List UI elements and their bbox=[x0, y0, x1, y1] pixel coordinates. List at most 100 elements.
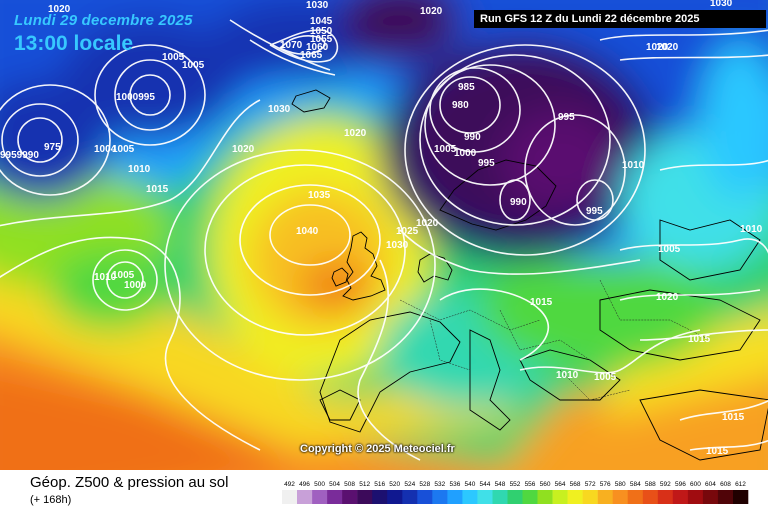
isobar-label: 995 bbox=[586, 206, 603, 217]
footer-bar: Géop. Z500 & pression au sol (+ 168h) 49… bbox=[0, 470, 768, 512]
legend-tick-label: 548 bbox=[495, 481, 506, 488]
isobar-label: 985 bbox=[458, 82, 475, 93]
isobar-label: 1005 bbox=[162, 52, 185, 63]
isobar-label: 1010 bbox=[94, 272, 117, 283]
borders bbox=[399, 279, 711, 401]
isobar-label: 1020 bbox=[646, 42, 669, 53]
legend-tick-label: 556 bbox=[525, 481, 536, 488]
legend-swatch bbox=[642, 490, 659, 504]
legend-swatch bbox=[522, 490, 538, 504]
isobar-labels: 1020 1030 1045 1050 1055 1060 1065 1070 … bbox=[0, 0, 763, 457]
isobar-label: 1015 bbox=[706, 446, 729, 457]
legend-tick-label: 580 bbox=[615, 481, 626, 488]
legend-tick-label: 608 bbox=[720, 481, 731, 488]
legend-tick-label: 560 bbox=[540, 481, 551, 488]
isobar-label: 1010 bbox=[556, 370, 579, 381]
legend-tick-label: 564 bbox=[555, 481, 566, 488]
legend-tick-label: 496 bbox=[299, 481, 310, 488]
legend-tick-label: 592 bbox=[660, 481, 671, 488]
isobar-label: 1030 bbox=[710, 0, 733, 9]
isobar-label: 1000995 bbox=[116, 92, 155, 103]
legend-swatch bbox=[537, 490, 553, 504]
isobar-label: 1020 bbox=[656, 292, 679, 303]
legend-swatch bbox=[477, 490, 493, 504]
map-panel: 1020 1030 1045 1050 1055 1060 1065 1070 … bbox=[0, 0, 768, 470]
forecast-range: (+ 168h) bbox=[30, 494, 72, 506]
isobar-label: 1015 bbox=[530, 297, 553, 308]
legend-tick-label: 492 bbox=[284, 481, 295, 488]
isobar-label: 1015 bbox=[146, 184, 169, 195]
legend-swatch bbox=[312, 490, 328, 504]
legend-tick-label: 544 bbox=[479, 481, 490, 488]
legend-tick-label: 568 bbox=[570, 481, 581, 488]
isobar-label: 975 bbox=[44, 142, 61, 153]
legend-tick-label: 524 bbox=[404, 481, 415, 488]
isobar-label: 1065 bbox=[300, 50, 323, 61]
forecast-date: Lundi 29 decembre 2025 bbox=[14, 12, 193, 29]
isobar-label: 980 bbox=[452, 100, 469, 111]
legend-swatch bbox=[567, 490, 583, 504]
legend-swatch bbox=[702, 490, 719, 504]
isobar-label: 995 bbox=[558, 112, 575, 123]
legend-tick-label: 600 bbox=[690, 481, 701, 488]
legend-swatch bbox=[612, 490, 628, 504]
legend-swatch bbox=[327, 490, 343, 504]
legend-swatch bbox=[387, 490, 403, 504]
forecast-time: 13:00 locale bbox=[14, 32, 134, 55]
legend-tick-label: 612 bbox=[735, 481, 746, 488]
coastlines bbox=[291, 89, 768, 461]
isobar-label: 1005 bbox=[434, 144, 457, 155]
isobar-label: 1030 bbox=[386, 240, 409, 251]
legend-tick-label: 520 bbox=[389, 481, 400, 488]
legend-swatch bbox=[507, 490, 523, 504]
isobar-label: 1015 bbox=[688, 334, 711, 345]
legend-tick-label: 588 bbox=[645, 481, 656, 488]
isobar-label: 1030 bbox=[268, 104, 291, 115]
legend-swatch bbox=[462, 490, 478, 504]
legend-swatch bbox=[582, 490, 598, 504]
isobar-label: 1025 bbox=[396, 226, 419, 237]
legend-tick-label: 516 bbox=[374, 481, 385, 488]
isobar-label: 1000 bbox=[124, 280, 147, 291]
isobar-label: 1055 bbox=[310, 34, 333, 45]
isobar-label: 995 bbox=[478, 158, 495, 169]
legend-swatch bbox=[733, 490, 749, 504]
legend-tick-label: 508 bbox=[344, 481, 355, 488]
color-legend: 492 496 500 504 508 512 516 520 524 528 532 536 540 5… bbox=[282, 481, 749, 504]
legend-swatch bbox=[357, 490, 373, 504]
isobar-label: 1020 bbox=[656, 42, 679, 53]
z500-shading bbox=[0, 0, 768, 470]
legend-swatch bbox=[372, 490, 388, 504]
isobar-label: 1020 bbox=[416, 218, 439, 229]
legend-swatch bbox=[342, 490, 358, 504]
map-title: Géop. Z500 & pression au sol bbox=[30, 474, 229, 491]
isobar-label: 990 bbox=[464, 132, 481, 143]
legend-swatch bbox=[432, 490, 448, 504]
isobar-label: 1005 bbox=[658, 244, 681, 255]
legend-swatch bbox=[402, 490, 418, 504]
legend-tick-label: 528 bbox=[419, 481, 430, 488]
isobar-label: 1005 bbox=[594, 372, 617, 383]
isobar-label: 9959990 bbox=[0, 150, 39, 161]
geopotential-map: 1020 1030 1045 1050 1055 1060 1065 1070 … bbox=[0, 0, 768, 470]
legend-tick-label: 532 bbox=[434, 481, 445, 488]
isobar-label: 1010 bbox=[128, 164, 151, 175]
legend-swatch bbox=[447, 490, 463, 504]
legend-swatch bbox=[597, 490, 613, 504]
isobar-label: 1040 bbox=[296, 226, 319, 237]
isobar-label: 1005 bbox=[112, 270, 135, 281]
isobar-label: 1005 bbox=[112, 144, 135, 155]
legend-tick-label: 536 bbox=[449, 481, 460, 488]
legend-tick-label: 500 bbox=[314, 481, 325, 488]
isobar-label: 1030 bbox=[306, 0, 329, 11]
isobars bbox=[0, 19, 768, 461]
legend-swatch bbox=[627, 490, 643, 504]
legend-swatch bbox=[672, 490, 689, 504]
isobar-label: 1020 bbox=[48, 4, 71, 15]
legend-swatch bbox=[417, 490, 433, 504]
legend-swatch bbox=[282, 490, 298, 504]
isobar-label: 1000 bbox=[454, 148, 477, 159]
isobar-label: 1010 bbox=[622, 160, 645, 171]
isobar-label: 1070 bbox=[280, 40, 303, 51]
isobar-label: 1010 bbox=[740, 224, 763, 235]
